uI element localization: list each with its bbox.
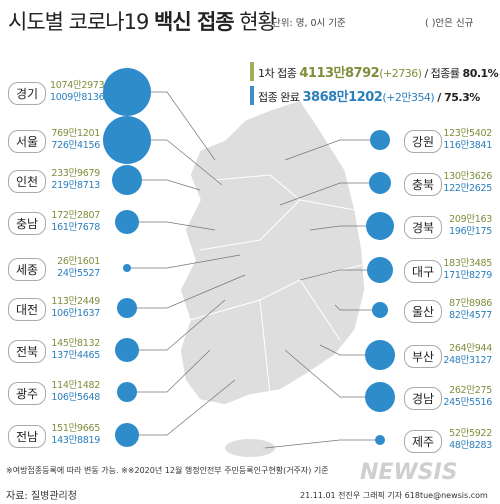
region-name: 경남 <box>404 387 442 410</box>
region-name: 경기 <box>8 82 46 105</box>
source: 자료: 질병관리청 <box>6 491 77 502</box>
region-name: 제주 <box>404 430 442 453</box>
completed: 245만5516 <box>443 397 492 408</box>
region-circle <box>103 68 151 116</box>
leader-line <box>334 304 380 311</box>
leader-line <box>127 254 241 269</box>
region-circle <box>117 298 137 318</box>
completed: 106만1637 <box>51 308 100 319</box>
region-name: 서울 <box>8 130 46 153</box>
completed: 24만5527 <box>57 268 100 279</box>
completed: 82만4577 <box>449 310 492 321</box>
note: ( )안은 신규 <box>425 18 474 29</box>
first-dose: 114만1482 <box>51 380 100 391</box>
leader-line <box>127 349 211 393</box>
first-dose: 262만275 <box>449 385 492 396</box>
leader-line <box>127 379 236 436</box>
logo: NEWSIS <box>360 460 458 485</box>
completed: 171만8279 <box>443 270 492 281</box>
first-dose: 87만8986 <box>449 298 492 309</box>
completed: 219만8713 <box>51 180 100 191</box>
region-name: 부산 <box>404 345 442 368</box>
first-dose: 52만5922 <box>449 428 492 439</box>
first-dose: 130만3626 <box>443 171 492 182</box>
region-name: 울산 <box>404 300 442 323</box>
leader-line <box>127 274 246 309</box>
region-name: 충북 <box>404 173 442 196</box>
first-dose: 264만944 <box>449 343 492 354</box>
leader-line <box>127 299 226 351</box>
region-name: 세종 <box>8 258 46 281</box>
first-dose: 151만9665 <box>51 423 100 434</box>
completed: 48만8283 <box>449 440 492 451</box>
region-circle <box>370 130 390 150</box>
region-circle <box>365 382 395 412</box>
first-dose: 183만3485 <box>443 258 492 269</box>
leader-line <box>127 221 216 231</box>
footnote: ※여방접종등록에 따라 변동 가능. ※※2020년 12월 행정안전부 주민등… <box>6 466 329 475</box>
region-circle <box>115 423 139 447</box>
region-circle <box>375 435 385 445</box>
unit: 단위: 명, 0시 기준 <box>272 18 346 29</box>
completed: 106만5648 <box>51 392 100 403</box>
completed: 161만7678 <box>51 222 100 233</box>
region-circle <box>115 210 139 234</box>
region-name: 경북 <box>404 216 442 239</box>
first-dose: 209만163 <box>449 214 492 225</box>
first-dose: 233만9679 <box>51 168 100 179</box>
region-circle <box>365 340 395 370</box>
completed: 196만175 <box>449 226 492 237</box>
completed: 116만3841 <box>443 140 492 151</box>
first-dose: 172만2807 <box>51 210 100 221</box>
region-circle <box>103 116 151 164</box>
region-circle <box>117 382 137 402</box>
title: 시도별 코로나19 백신 접종 현황 <box>8 10 277 34</box>
region-name: 전남 <box>8 425 46 448</box>
region-circle <box>372 302 388 318</box>
jeju-map <box>225 439 275 457</box>
region-circle <box>112 165 142 195</box>
completed: 248만3127 <box>443 355 492 366</box>
region-circle <box>367 257 393 283</box>
first-dose: 145만8132 <box>51 338 100 349</box>
region-circle <box>366 212 394 240</box>
summary-first: 1차 접종 4113만8792(+2736) / 접종률 80.1% <box>250 62 499 81</box>
leader-line <box>299 269 380 281</box>
region-name: 대전 <box>8 298 46 321</box>
province-borders <box>189 174 363 396</box>
korea-map <box>179 99 366 406</box>
region-circle <box>369 172 391 194</box>
completed: 726만4156 <box>51 140 100 151</box>
region-name: 대구 <box>404 260 442 283</box>
region-circle <box>123 264 131 272</box>
first-dose: 26만1601 <box>57 256 100 267</box>
completed: 143만8819 <box>51 435 100 446</box>
first-dose: 769만1201 <box>51 128 100 139</box>
credit: 21.11.01 전진우 그래픽 기자 618tue@newsis.com <box>300 491 488 500</box>
completed: 1009만8136 <box>50 92 105 103</box>
region-name: 충남 <box>8 212 46 235</box>
completed: 137만4465 <box>51 350 100 361</box>
region-name: 인천 <box>8 170 46 193</box>
region-name: 광주 <box>8 382 46 405</box>
first-dose: 123만5402 <box>443 128 492 139</box>
region-name: 전북 <box>8 340 46 363</box>
leader-line <box>284 139 380 161</box>
completed: 122만2625 <box>443 183 492 194</box>
region-name: 강원 <box>404 130 442 153</box>
first-dose: 113만2449 <box>51 296 100 307</box>
leader-line <box>264 439 380 449</box>
first-dose: 1074만2973 <box>50 80 105 91</box>
region-circle <box>115 338 139 362</box>
summary-done: 접종 완료 3868만1202(+2만354) / 75.3% <box>250 86 480 105</box>
leader-line <box>279 182 380 206</box>
